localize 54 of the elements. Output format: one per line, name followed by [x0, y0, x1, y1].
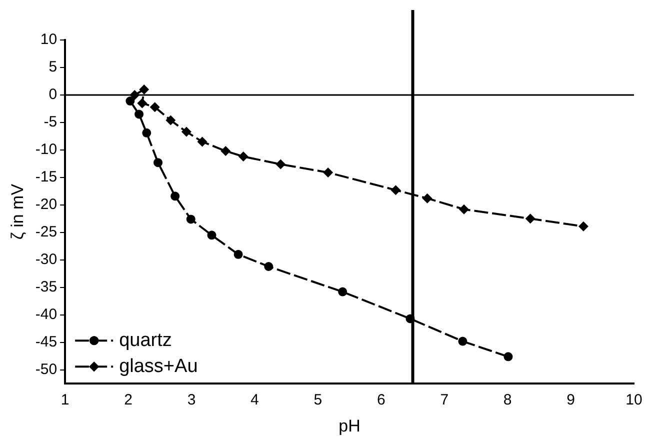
- legend-label: quartz: [119, 330, 172, 351]
- x-tick-label: 6: [376, 392, 386, 409]
- point: [323, 167, 334, 178]
- x-axis-title: pH: [338, 416, 360, 436]
- point: [137, 98, 148, 108]
- point: [186, 214, 196, 224]
- x-tick-label: 10: [626, 392, 642, 409]
- y-tick-label: -35: [35, 278, 58, 296]
- point: [234, 250, 243, 259]
- point: [154, 158, 163, 168]
- x-tick-label: 7: [440, 392, 449, 409]
- point: [504, 352, 513, 362]
- point: [150, 102, 160, 112]
- point: [166, 115, 176, 126]
- x-tick-label: 1: [60, 392, 70, 409]
- point: [181, 126, 192, 137]
- point: [238, 152, 248, 162]
- point: [390, 185, 401, 196]
- y-tick-label: -5: [44, 114, 58, 131]
- point: [264, 262, 274, 271]
- x-tick-label: 9: [566, 392, 575, 409]
- y-tick-label: -25: [35, 224, 58, 241]
- x-tick-label: 8: [503, 392, 512, 409]
- y-axis-title: ζ in mV: [8, 183, 27, 240]
- point: [207, 230, 216, 240]
- point: [134, 110, 144, 119]
- point: [170, 192, 180, 201]
- point: [276, 159, 286, 170]
- point: [422, 193, 432, 204]
- y-tick-label: -15: [35, 168, 58, 186]
- point: [458, 204, 469, 214]
- point: [142, 128, 152, 138]
- point: [139, 84, 150, 94]
- x-tick-label: 4: [250, 392, 259, 409]
- point: [220, 146, 231, 156]
- y-tick-label: -40: [35, 306, 58, 324]
- point: [197, 136, 208, 147]
- y-tick-label: -20: [35, 196, 58, 214]
- point: [525, 214, 536, 224]
- point: [578, 221, 588, 232]
- point: [458, 336, 468, 346]
- y-tick-label: 5: [48, 58, 58, 76]
- point: [338, 287, 348, 296]
- y-tick-label: -50: [35, 360, 58, 378]
- x-tick-label: 2: [124, 392, 132, 409]
- y-tick-label: -10: [35, 141, 58, 158]
- point: [126, 96, 135, 106]
- y-tick-label: 0: [48, 86, 58, 104]
- y-tick-label: -30: [35, 251, 58, 268]
- y-tick-label: 10: [40, 31, 58, 48]
- y-tick-label: -45: [35, 334, 58, 351]
- legend-label: glass+Au: [119, 356, 198, 377]
- x-tick-label: 5: [314, 392, 322, 409]
- x-tick-label: 3: [187, 392, 196, 409]
